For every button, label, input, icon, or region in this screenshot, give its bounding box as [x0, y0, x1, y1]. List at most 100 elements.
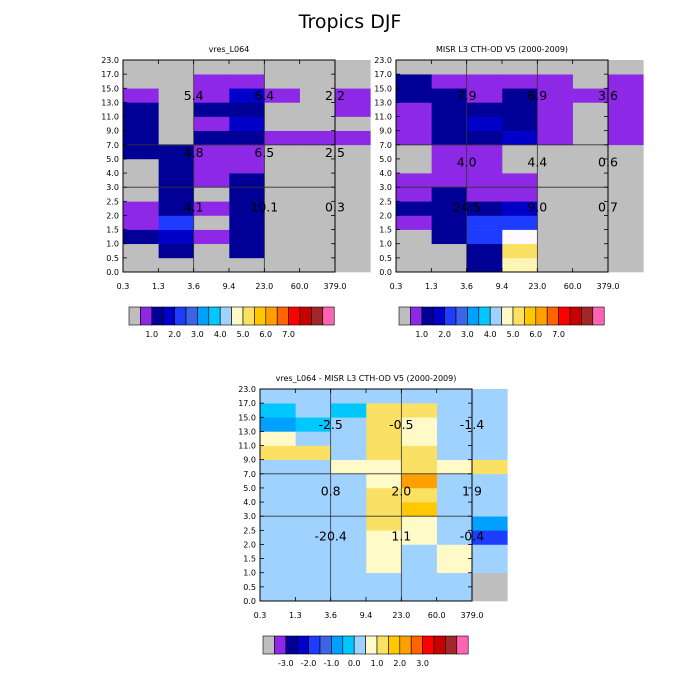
heatmap-cell [295, 431, 331, 446]
heatmap-cell [366, 473, 402, 489]
heatmap-cell [123, 243, 159, 273]
y-tick-label: 23.0 [238, 385, 256, 394]
colorbar-swatch [151, 306, 164, 326]
heatmap-cell [608, 60, 644, 75]
heatmap-cell [158, 144, 194, 160]
heatmap-cell [330, 403, 367, 418]
heatmap-cell [396, 257, 432, 273]
heatmap-cell [502, 173, 538, 188]
y-tick-label: 3.0 [379, 183, 392, 192]
heatmap-cell [335, 116, 371, 131]
heatmap-cell [295, 389, 331, 404]
colorbar-label: 6.0 [259, 330, 272, 339]
heatmap-cell [299, 130, 336, 146]
heatmap-cell [366, 389, 402, 404]
heatmap-cell [264, 144, 300, 273]
section-value-label: 4.0 [457, 154, 477, 169]
heatmap-cell [401, 530, 437, 545]
y-tick-label: 7.0 [106, 141, 119, 150]
colorbar-swatch [174, 306, 187, 326]
section-value-label: 0.3 [325, 199, 345, 214]
heatmap-cell [229, 173, 265, 188]
colorbar-label: 2.0 [393, 659, 406, 668]
heatmap-cell [229, 201, 265, 216]
heatmap-cell [436, 558, 473, 574]
heatmap-cell [466, 187, 503, 202]
heatmap-cell [229, 88, 265, 103]
heatmap-cell [502, 60, 538, 75]
heatmap-cell [608, 130, 644, 146]
heatmap-cell [229, 215, 265, 230]
heatmap-cell [537, 74, 573, 89]
heatmap-cell [396, 102, 432, 117]
colorbar-swatch [299, 306, 312, 326]
colorbar-swatch [422, 635, 435, 655]
heatmap-cell [401, 431, 437, 446]
section-value-label: 1.9 [462, 483, 482, 498]
x-tick-label: 379.0 [597, 282, 620, 291]
heatmap-cell [472, 572, 508, 588]
heatmap-cell [335, 102, 371, 117]
heatmap-cell [431, 130, 467, 146]
heatmap-cell [264, 130, 300, 146]
x-tick-label: 1.3 [152, 282, 165, 291]
colorbar-swatch [592, 306, 605, 326]
heatmap-cell [366, 544, 402, 559]
colorbar-swatch [456, 635, 469, 655]
heatmap-cell [158, 173, 194, 188]
section-value-label: 5.4 [184, 88, 204, 103]
heatmap-cell [366, 459, 402, 475]
heatmap-cell [431, 88, 467, 103]
section-value-label: 24.5 [453, 199, 481, 214]
x-tick-label: 3.6 [460, 282, 473, 291]
y-tick-label: 2.0 [243, 540, 256, 549]
heatmap-cell [123, 144, 159, 160]
heatmap-cell [193, 173, 230, 188]
y-tick-label: 17.0 [101, 70, 119, 79]
panel-title: vres_L064 [209, 45, 250, 54]
colorbar-swatch [455, 306, 468, 326]
colorbar-swatch [140, 306, 153, 326]
colorbar-swatch [265, 306, 278, 326]
y-tick-label: 13.0 [238, 427, 256, 436]
colorbar-swatch [296, 635, 309, 655]
section-value-label: 1.1 [391, 528, 411, 543]
y-tick-label: 15.0 [238, 413, 256, 422]
heatmap-cell [330, 431, 367, 446]
heatmap-cell [401, 389, 437, 404]
heatmap-cell [431, 229, 467, 245]
section-value-label: 6.4 [254, 88, 274, 103]
y-tick-label: 9.0 [379, 127, 392, 136]
heatmap-cell [401, 473, 437, 489]
heatmap-cell [401, 544, 437, 602]
heatmap-cell [572, 60, 609, 89]
heatmap-cell [472, 459, 508, 475]
x-tick-label: 23.0 [528, 282, 546, 291]
heatmap-cell [466, 158, 503, 174]
heatmap-cell [229, 74, 265, 89]
heatmap-cell [608, 102, 644, 117]
section-value-label: 0.7 [598, 199, 618, 214]
heatmap-cell [431, 60, 467, 75]
colorbar-swatch [535, 306, 548, 326]
heatmap-cell [401, 445, 437, 460]
heatmap-cell [431, 144, 467, 160]
top-colorbar-right: 1.0 2.0 3.0 4.0 5.0 6.0 7.0 [398, 306, 605, 339]
colorbar-swatch [353, 635, 366, 655]
colorbar-swatch [276, 306, 289, 326]
heatmap-cell [472, 586, 508, 602]
heatmap-cell [472, 530, 508, 545]
section-value-label: 4.4 [527, 154, 547, 169]
x-tick-label: 0.3 [254, 611, 267, 620]
colorbar-swatch [489, 306, 502, 326]
heatmap-cell [335, 60, 371, 75]
heatmap-cell [264, 60, 300, 89]
heatmap-cell [401, 487, 437, 503]
heatmap-cell [193, 116, 230, 131]
heatmap-cell [502, 144, 538, 160]
colorbar-label: 5.0 [507, 330, 520, 339]
heatmap-cell [396, 187, 432, 202]
colorbar-label: 2.0 [438, 330, 451, 339]
y-tick-label: 13.0 [374, 98, 392, 107]
